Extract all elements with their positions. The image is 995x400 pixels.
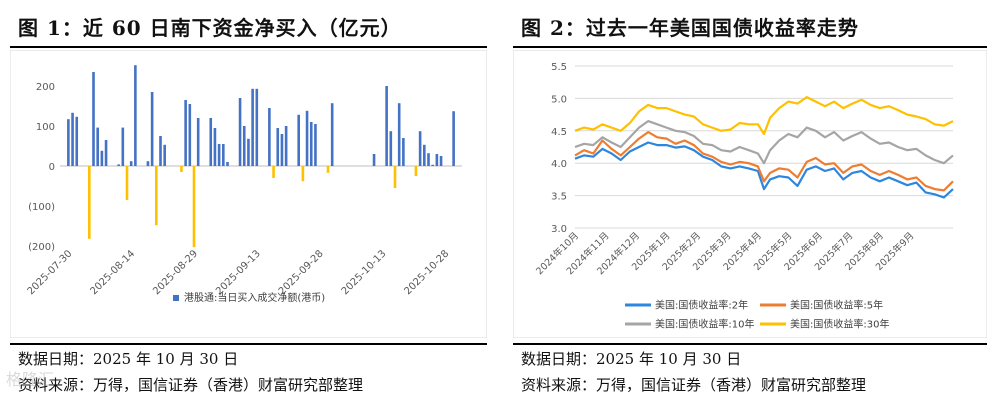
line-y-tick-label: 4.5 (551, 127, 567, 138)
flow-bar (309, 122, 313, 166)
flow-bar (435, 154, 439, 166)
flow-bar (284, 126, 288, 166)
flow-bar (196, 118, 200, 166)
legend-label-yield-0: 美国:国债收益率:2年 (655, 299, 748, 312)
flow-bar (238, 98, 242, 166)
flow-bar (150, 92, 154, 166)
flow-bar (439, 156, 443, 166)
flow-bar (67, 119, 70, 166)
flow-bar (100, 150, 104, 166)
flow-bar (452, 111, 455, 166)
yield-line-series-1 (574, 130, 954, 192)
line-y-tick-label: 3.0 (551, 224, 567, 235)
flow-bar (226, 162, 229, 166)
flow-bar (314, 124, 317, 166)
line-y-tick-label: 3.5 (551, 192, 567, 203)
flow-bar (326, 166, 330, 173)
legend-swatch-flow (173, 295, 179, 301)
southbound-flow-chart: 200 100 0 (100) (200) 2025-07-30 2025-08-14 202… (10, 50, 487, 338)
flow-bar (272, 166, 275, 178)
flow-bar (251, 88, 254, 166)
legend-label-yield-3: 美国:国债收益率:30年 (790, 318, 889, 331)
left-notes-rule (10, 343, 487, 345)
flow-bar (397, 103, 401, 166)
flow-bar (217, 144, 221, 166)
treasury-yield-chart: 5.5 5.0 4.5 4.0 3.5 3.0 2024年10月 2024年11月 2024年1… (513, 50, 987, 338)
left-figure-title: 图 1：近 60 日南下资金净买入（亿元） (18, 16, 402, 40)
flow-bar (71, 112, 74, 166)
flow-bar (92, 72, 95, 166)
left-title-rule (10, 46, 487, 48)
flow-bar (163, 144, 166, 166)
flow-bar (125, 166, 129, 200)
flow-bar (305, 110, 309, 166)
flow-bar (209, 118, 213, 166)
flow-bar (192, 166, 196, 248)
flow-bar (247, 138, 250, 166)
yield-line-series-3 (574, 95, 954, 136)
right-figure-title: 图 2：过去一年美国国债收益率走势 (521, 16, 859, 40)
line-chart-frame (513, 50, 987, 338)
flow-bar (75, 116, 79, 166)
flow-bar (180, 166, 183, 172)
treasury-line-chart-svg: 5.55.04.54.03.53.02024年10月2024年11月2024年1… (513, 50, 987, 338)
flow-bar (255, 88, 259, 166)
left-data-date-note: 数据日期：2025 年 10 月 30 日 (18, 350, 239, 368)
yield-line-series-0 (574, 141, 954, 199)
bar-y-tick-label: (100) (28, 202, 55, 213)
flow-bar (372, 154, 376, 166)
yield-line-series-2 (574, 119, 954, 165)
flow-bar (427, 153, 430, 166)
flow-bar (242, 126, 246, 166)
flow-bar (330, 103, 334, 166)
right-title-rule (513, 46, 987, 48)
flow-bar (146, 161, 150, 166)
line-y-tick-label: 5.5 (551, 62, 567, 73)
flow-bar (268, 108, 271, 166)
flow-bar (418, 131, 422, 166)
flow-bar (117, 164, 120, 166)
flow-bar (188, 104, 192, 166)
bar-y-tick-label: 200 (36, 82, 55, 93)
flow-bar (423, 144, 426, 166)
left-source-note: 资料来源：万得，国信证券（香港）财富研究部整理 (18, 376, 364, 394)
bar-y-tick-label: 0 (49, 162, 55, 173)
flow-bar (96, 127, 99, 166)
flow-bar (129, 161, 133, 166)
left-panel: 图 1：近 60 日南下资金净买入（亿元） 200 100 0 (100) (200) 2… (0, 0, 495, 400)
bar-y-tick-label: (200) (28, 242, 55, 253)
right-panel: 图 2：过去一年美国国债收益率走势 5.5 5.0 4.5 4.0 3.5 3.0 2024… (503, 0, 995, 400)
right-notes-rule (513, 343, 987, 345)
right-data-date-note: 数据日期：2025 年 10 月 30 日 (521, 350, 742, 368)
flow-bar (276, 128, 280, 166)
flow-bar (393, 166, 397, 188)
flow-bar (134, 65, 137, 166)
flow-bar (104, 140, 108, 166)
flow-bar (88, 166, 91, 239)
flow-bar (402, 138, 405, 166)
legend-label-flow: 港股通:当日买入成交净额(港币) (184, 291, 325, 304)
flow-bar (159, 136, 162, 166)
flow-bar (184, 100, 187, 166)
legend-label-yield-1: 美国:国债收益率:5年 (790, 299, 883, 312)
legend-label-yield-2: 美国:国债收益率:10年 (655, 318, 754, 331)
flow-bar (222, 144, 225, 166)
line-y-tick-label: 5.0 (551, 94, 567, 105)
flow-bar (155, 166, 158, 226)
flow-bar (385, 86, 388, 166)
line-y-tick-label: 4.0 (551, 159, 567, 170)
flow-bar (297, 114, 300, 166)
flow-bar (121, 127, 125, 166)
flow-bar (389, 131, 393, 166)
flow-bar (414, 166, 418, 176)
flow-bar (280, 134, 284, 166)
flow-bar (213, 128, 217, 166)
flow-bar (301, 166, 305, 182)
right-source-note: 资料来源：万得，国信证券（香港）财富研究部整理 (521, 376, 867, 394)
bar-y-tick-label: 100 (36, 122, 55, 133)
flow-bar (431, 164, 434, 166)
